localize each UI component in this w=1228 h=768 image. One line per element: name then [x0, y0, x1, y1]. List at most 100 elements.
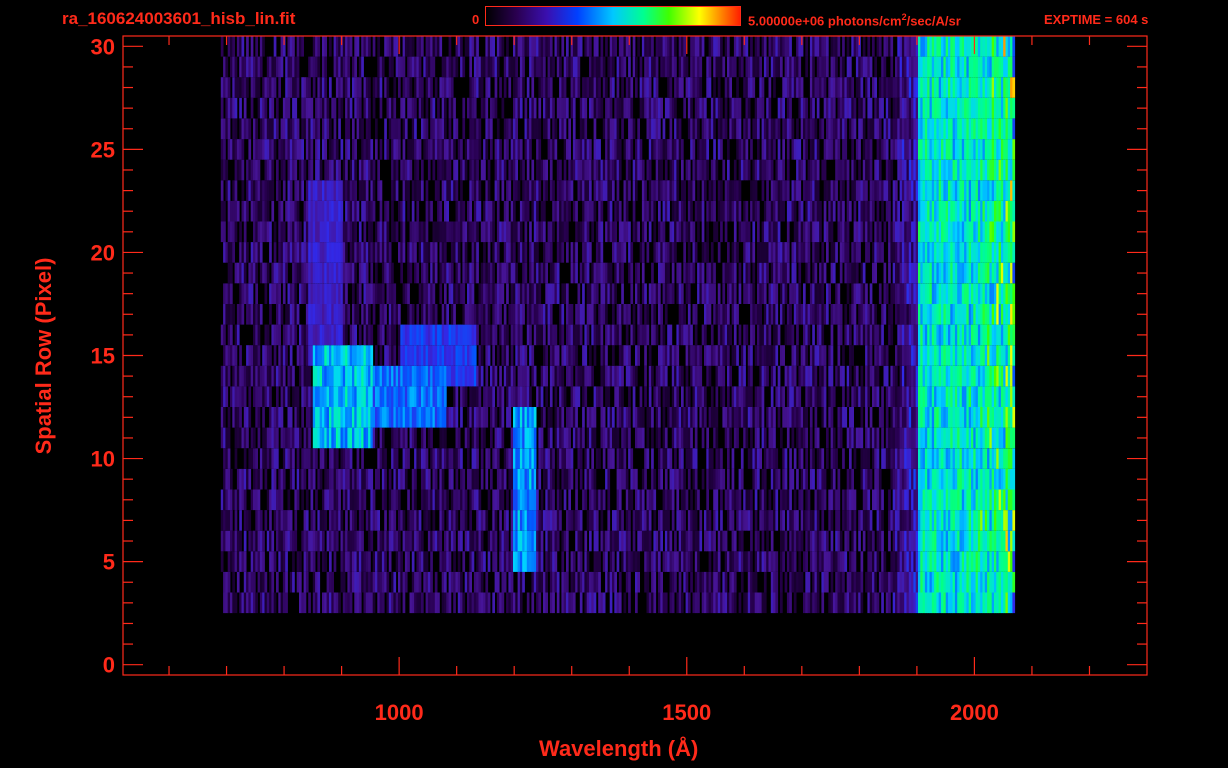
heatmap-cell — [441, 262, 445, 284]
heatmap-cell — [464, 262, 468, 284]
heatmap-cell — [568, 468, 571, 490]
heatmap-cell — [455, 345, 459, 366]
heatmap-cell — [253, 345, 256, 366]
heatmap-cell — [720, 468, 723, 490]
heatmap-cell — [386, 571, 390, 593]
heatmap-cell — [469, 551, 472, 572]
heatmap-cell — [959, 242, 963, 263]
heatmap-cell — [434, 448, 438, 469]
heatmap-cell — [625, 304, 629, 325]
heatmap-cell — [303, 283, 307, 304]
heatmap-cell — [922, 427, 926, 449]
heatmap-cell — [531, 345, 535, 366]
heatmap-cell — [421, 592, 424, 614]
heatmap-cell — [393, 448, 397, 469]
heatmap-cell — [524, 468, 528, 490]
heatmap-cell — [966, 551, 970, 572]
heatmap-cell — [842, 345, 845, 366]
heatmap-cell — [310, 242, 314, 263]
heatmap-cell — [375, 365, 378, 387]
heatmap-cell — [250, 242, 254, 263]
heatmap-cell — [651, 427, 654, 449]
heatmap-cell — [404, 407, 408, 428]
heatmap-cell — [639, 407, 643, 428]
heatmap-cell — [759, 345, 762, 366]
heatmap-cell — [710, 530, 714, 552]
heatmap-cell — [570, 304, 574, 325]
heatmap-cell — [869, 510, 873, 531]
heatmap-cell — [398, 242, 401, 263]
heatmap-cell — [899, 489, 903, 511]
heatmap-cell — [934, 448, 937, 469]
heatmap-cell — [331, 427, 334, 449]
heatmap-cell — [798, 427, 802, 449]
heatmap-cell — [618, 489, 622, 511]
heatmap-cell — [543, 365, 546, 387]
heatmap-cell — [543, 304, 546, 325]
heatmap-cell — [232, 365, 235, 387]
heatmap-cell — [600, 530, 604, 552]
heatmap-cell — [593, 427, 597, 449]
heatmap-cell — [232, 551, 235, 572]
heatmap-cell — [439, 510, 443, 531]
heatmap-cell — [255, 407, 258, 428]
heatmap-cell — [312, 510, 316, 531]
heatmap-cell — [301, 468, 304, 490]
heatmap-cell — [441, 571, 445, 593]
heatmap-cell — [745, 386, 749, 407]
heatmap-cell — [648, 510, 652, 531]
heatmap-cell — [973, 427, 976, 449]
heatmap-cell — [305, 345, 309, 366]
heatmap-cell — [220, 489, 224, 511]
heatmap-cell — [414, 365, 417, 387]
heatmap-cell — [582, 242, 585, 263]
heatmap-cell — [931, 345, 935, 366]
heatmap-cell — [404, 386, 408, 407]
heatmap-cell — [480, 427, 484, 449]
heatmap-cell — [524, 427, 528, 449]
heatmap-cell — [499, 530, 502, 552]
heatmap-cell — [658, 283, 661, 304]
heatmap-cell — [697, 530, 700, 552]
heatmap-cell — [954, 262, 958, 284]
heatmap-cell — [929, 551, 933, 572]
heatmap-cell — [232, 592, 235, 614]
heatmap-cell — [685, 365, 689, 387]
heatmap-cell — [733, 427, 737, 449]
heatmap-cell — [948, 551, 951, 572]
heatmap-cell — [865, 571, 868, 593]
heatmap-cell — [722, 592, 726, 614]
heatmap-cell — [508, 571, 512, 593]
heatmap-cell — [411, 427, 415, 449]
heatmap-cell — [701, 571, 705, 593]
heatmap-cell — [798, 571, 802, 593]
heatmap-cell — [826, 448, 829, 469]
heatmap-cell — [1010, 262, 1013, 284]
heatmap-cell — [329, 386, 332, 407]
heatmap-cell — [464, 242, 468, 263]
heatmap-cell — [289, 365, 293, 387]
heatmap-cell — [713, 468, 716, 490]
heatmap-cell — [823, 365, 827, 387]
heatmap-cell — [223, 242, 226, 263]
heatmap-cell — [255, 551, 258, 572]
heatmap-cell — [377, 468, 380, 490]
heatmap-cell — [223, 365, 226, 387]
heatmap-cell — [849, 592, 852, 614]
heatmap-cell — [966, 242, 970, 263]
heatmap-cell — [724, 262, 728, 284]
heatmap-cell — [506, 242, 509, 263]
heatmap-cell — [994, 448, 997, 469]
heatmap-cell — [326, 427, 330, 449]
heatmap-cell — [687, 468, 691, 490]
heatmap-cell — [278, 407, 281, 428]
heatmap-cell — [669, 324, 673, 346]
heatmap-cell — [312, 283, 316, 304]
heatmap-cell — [478, 551, 482, 572]
heatmap-cell — [255, 448, 258, 469]
heatmap-cell — [948, 448, 951, 469]
heatmap-cell — [593, 571, 597, 593]
heatmap-cell — [526, 489, 530, 511]
heatmap-cell — [934, 571, 937, 593]
heatmap-cell — [644, 551, 647, 572]
